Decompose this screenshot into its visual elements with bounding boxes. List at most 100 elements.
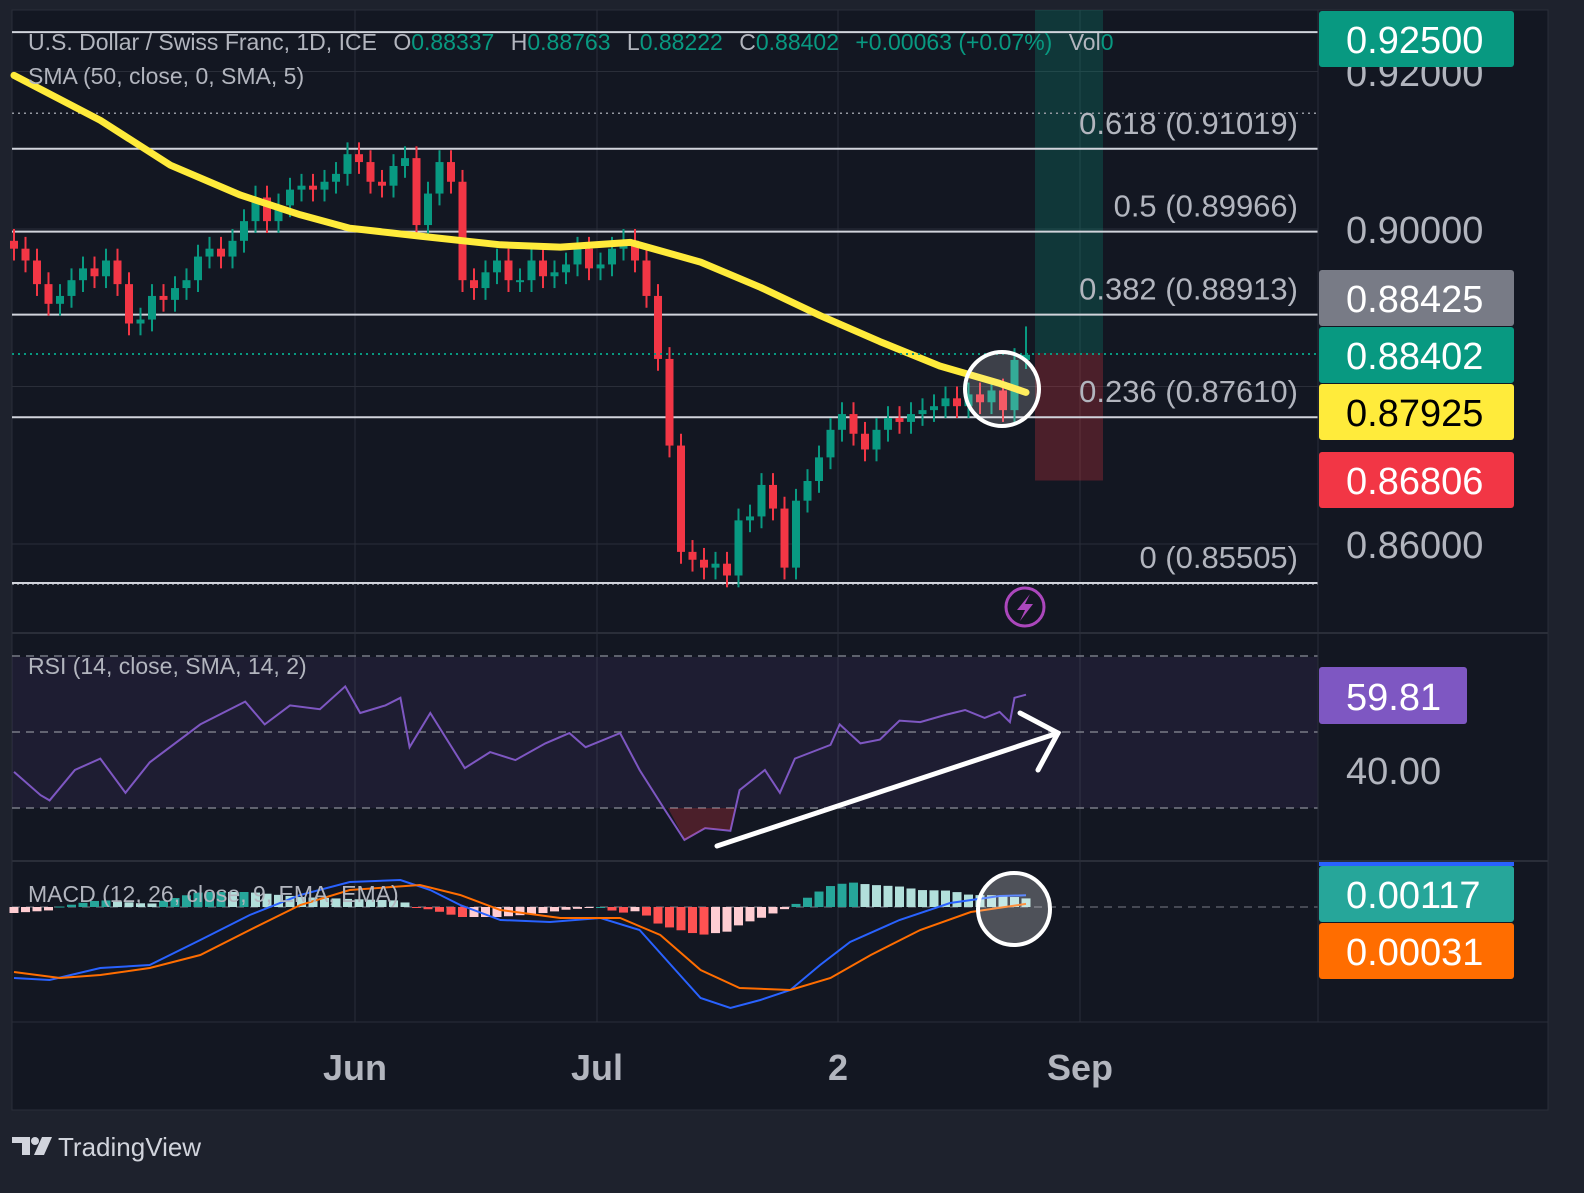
- candle-body: [792, 500, 800, 568]
- candle-body: [516, 280, 524, 283]
- rsi-pane: [12, 655, 1318, 842]
- grid: [12, 10, 1318, 1022]
- macd-histogram-bar: [952, 892, 962, 907]
- candle-body: [550, 272, 559, 277]
- price-axis[interactable]: 0.92000 0.90000 0.86000: [1346, 53, 1483, 567]
- candle-body: [769, 484, 777, 509]
- fib-level-label: 0.236 (0.87610): [1079, 374, 1298, 409]
- candle-body: [688, 551, 697, 560]
- macd-histogram-bar: [412, 907, 421, 908]
- macd-histogram-bar: [780, 907, 789, 910]
- candle-body: [700, 559, 708, 568]
- macd-histogram-bar: [998, 895, 1008, 907]
- macd-histogram-bar: [147, 903, 157, 907]
- macd-histogram-bar: [803, 897, 812, 907]
- candle-body: [872, 429, 881, 450]
- candle-body: [194, 256, 202, 281]
- candle-body: [217, 248, 225, 257]
- candle-body: [976, 394, 984, 403]
- signal-line: [13, 883, 1027, 992]
- long-position-tool[interactable]: [1035, 10, 1103, 481]
- macd-legend[interactable]: MACD (12, 26, close, 9, EMA, EMA): [28, 881, 399, 907]
- profit-zone[interactable]: [1035, 10, 1103, 354]
- macd-histogram-bar: [722, 907, 732, 932]
- time-label: Jun: [323, 1047, 387, 1088]
- macd-histogram-bar: [458, 907, 467, 917]
- candle-body: [309, 185, 317, 190]
- macd-histogram-bar: [32, 907, 42, 912]
- candle-body: [355, 154, 363, 163]
- macd-value-badge: [1319, 866, 1514, 922]
- macd-histogram-bar: [492, 907, 502, 917]
- candle-body: [987, 390, 996, 403]
- candle-body: [79, 268, 87, 281]
- candle-body: [435, 162, 444, 194]
- macd-histogram-bar: [400, 902, 410, 907]
- time-axis[interactable]: Jun Jul 2 Sep: [323, 1047, 1113, 1088]
- candle-body: [907, 414, 915, 422]
- candle-body: [918, 410, 927, 415]
- macd-histogram-bar: [837, 883, 847, 907]
- macd-histogram-bar: [354, 899, 364, 907]
- macd-histogram-bar: [745, 907, 755, 922]
- rsi-value-badge: [1319, 667, 1467, 724]
- macd-histogram-bar: [55, 906, 65, 908]
- candle-body: [102, 260, 110, 277]
- macd-histogram-bar: [538, 907, 548, 914]
- macd-histogram-bar: [642, 907, 651, 916]
- macd-histogram-bar: [285, 895, 295, 907]
- candle-body: [677, 445, 685, 552]
- candle-body: [343, 154, 352, 174]
- macd-histogram-bar: [389, 900, 398, 907]
- macd-histogram-bar: [630, 907, 640, 912]
- macd-histogram-bar: [584, 907, 594, 908]
- price-badge: [1319, 384, 1514, 440]
- macd-histogram-bar: [182, 895, 191, 907]
- highlight-circle[interactable]: [963, 350, 1041, 428]
- tradingview-logo[interactable]: TradingView: [12, 1132, 201, 1162]
- macd-histogram-bar: [515, 907, 525, 916]
- candle-body: [631, 240, 639, 261]
- price-badge-label: 0.88402: [1346, 336, 1483, 378]
- fibonacci-retracement[interactable]: 0.618 (0.91019) 0.5 (0.89966) 0.382 (0.889…: [12, 31, 1318, 585]
- macd-histogram-bar: [262, 893, 272, 907]
- sma-legend[interactable]: SMA (50, close, 0, SMA, 5): [28, 63, 304, 89]
- candle-body: [861, 433, 869, 450]
- lightning-icon[interactable]: [1004, 586, 1046, 628]
- time-label: Jul: [571, 1047, 623, 1088]
- candle-body: [527, 260, 536, 281]
- candle-body: [539, 260, 547, 277]
- rsi-tick: 40.00: [1346, 751, 1441, 793]
- macd-histogram-bar: [274, 894, 283, 907]
- candle-body: [378, 181, 386, 186]
- candle-body: [665, 358, 674, 446]
- arrow-annotation[interactable]: [714, 710, 1062, 849]
- macd-histogram-bar: [320, 897, 329, 907]
- macd-histogram-bar: [699, 907, 709, 935]
- sma-line: [10, 71, 1030, 396]
- macd-histogram-bar: [469, 907, 479, 917]
- candle-body: [562, 264, 570, 273]
- candle-body: [90, 268, 99, 277]
- macd-histogram-bar: [1010, 897, 1019, 907]
- macd-histogram-bar: [768, 907, 778, 914]
- price-badge-label: 0.92500: [1346, 20, 1483, 62]
- candle-body: [849, 414, 858, 434]
- macd-histogram-bar: [941, 890, 950, 907]
- macd-histogram-bar: [435, 907, 444, 912]
- rsi-line: [13, 684, 1027, 842]
- macd-histogram-bar: [757, 907, 766, 918]
- rsi-legend[interactable]: RSI (14, close, SMA, 14, 2): [28, 653, 307, 679]
- candle-body: [21, 248, 30, 261]
- candles: [10, 142, 1030, 588]
- macd-histogram-bar: [561, 907, 571, 910]
- candle-body: [654, 295, 662, 359]
- macd-histogram-bar: [688, 907, 697, 934]
- time-label: Sep: [1047, 1047, 1113, 1088]
- candle-body: [159, 295, 168, 300]
- highlight-circle[interactable]: [976, 871, 1052, 947]
- candle-body: [297, 185, 306, 190]
- candle-body: [493, 260, 501, 273]
- signal-value: 0.00031: [1346, 932, 1483, 974]
